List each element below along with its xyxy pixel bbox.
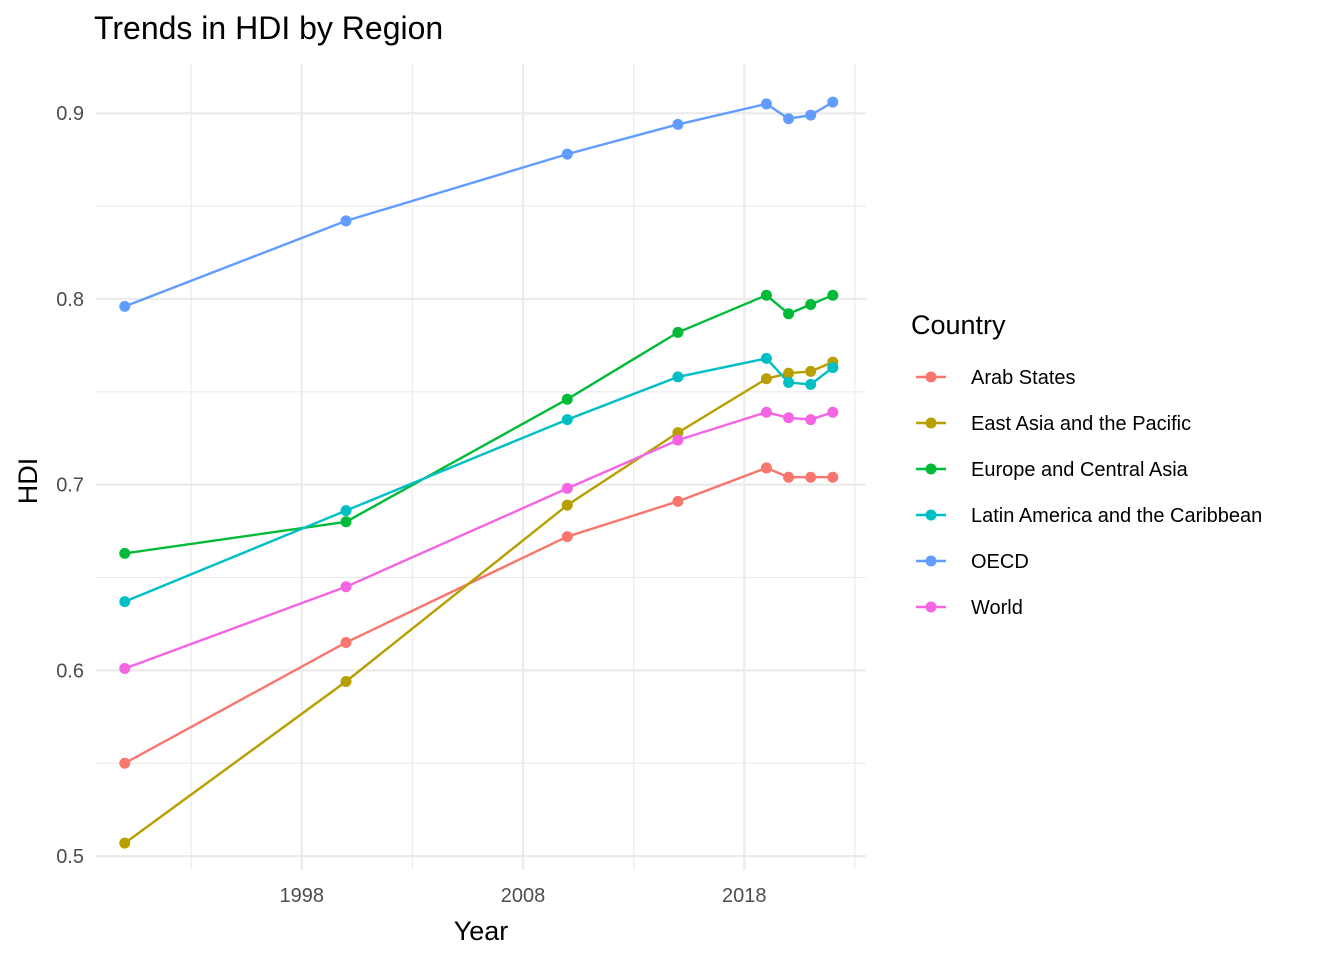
data-point-oecd [760,98,772,110]
data-point-oecd [805,109,817,121]
data-point-europe-and-central-asia [827,289,839,301]
data-point-europe-and-central-asia [783,308,795,320]
data-point-latin-america-and-the-caribbean [561,414,573,426]
series-line-east-asia-and-the-pacific [124,360,834,845]
data-point-arab-states [561,531,573,543]
data-point-latin-america-and-the-caribbean [760,352,772,364]
legend-label-east-asia-and-the-pacific: East Asia and the Pacific [971,413,1191,435]
data-point-arab-states [672,495,684,507]
data-point-world [561,482,573,494]
data-point-world [760,406,772,418]
grid [96,64,866,870]
data-point-world [783,412,795,424]
data-point-arab-states [760,462,772,474]
data-point-arab-states [827,471,839,483]
data-point-east-asia-and-the-pacific [783,367,795,379]
legend: Country Arab States East Asia and the Pac… [911,310,1262,619]
data-point-east-asia-and-the-pacific [760,373,772,385]
data-point-east-asia-and-the-pacific [805,365,817,377]
data-point-oecd [340,215,352,227]
chart-title: Trends in HDI by Region [94,10,443,46]
data-point-arab-states [340,637,352,648]
data-point-europe-and-central-asia [340,516,352,528]
y-axis-ticks: 0.5 0.6 0.7 0.8 0.9 [56,103,84,868]
data-point-world [340,581,352,593]
data-point-europe-and-central-asia [805,299,817,310]
legend-label-europe-and-central-asia: Europe and Central Asia [971,459,1189,481]
data-point-world [827,406,839,418]
data-point-arab-states [783,471,795,483]
data-point-oecd [783,113,795,125]
legend-key-world [916,601,946,613]
legend-key-arab-states [916,371,946,383]
data-point-east-asia-and-the-pacific [119,837,131,849]
data-point-east-asia-and-the-pacific [561,499,573,511]
legend-key-europe-and-central-asia [916,463,946,475]
legend-label-world: World [971,597,1023,619]
data-point-oecd [672,118,684,130]
data-point-world [119,663,131,674]
series-lines [124,101,834,845]
legend-title: Country [911,310,1006,340]
data-point-latin-america-and-the-caribbean [340,505,352,517]
data-point-europe-and-central-asia [561,393,573,405]
y-tick-label: 0.7 [56,475,84,497]
series-line-latin-america-and-the-caribbean [124,357,834,603]
data-point-world [805,414,817,426]
legend-key-east-asia-and-the-pacific [916,417,946,429]
data-point-world [672,434,684,446]
y-tick-label: 0.8 [56,289,84,311]
data-point-latin-america-and-the-caribbean [672,371,684,383]
x-tick-label: 2008 [501,885,546,907]
series-line-world [124,410,834,670]
y-axis-title: HDI [13,458,43,505]
x-axis-ticks: 1998 2008 2018 [280,885,767,907]
data-point-latin-america-and-the-caribbean [119,596,131,608]
data-point-east-asia-and-the-pacific [340,676,352,687]
series-line-oecd [124,101,834,308]
y-tick-label: 0.6 [56,660,84,682]
data-point-latin-america-and-the-caribbean [805,378,817,390]
x-axis-title: Year [454,916,509,946]
data-point-oecd [561,148,573,160]
data-point-arab-states [805,471,817,483]
data-point-arab-states [119,757,131,769]
data-point-latin-america-and-the-caribbean [783,377,795,388]
x-tick-label: 2018 [722,885,767,907]
y-tick-label: 0.9 [56,103,84,125]
legend-label-oecd: OECD [971,551,1029,573]
data-point-oecd [827,96,839,108]
series-line-arab-states [124,466,833,765]
series-points [119,96,839,849]
legend-label-arab-states: Arab States [971,367,1076,389]
data-point-europe-and-central-asia [672,326,684,338]
data-point-europe-and-central-asia [760,289,772,301]
data-point-europe-and-central-asia [119,547,131,559]
data-point-latin-america-and-the-caribbean [827,362,839,374]
x-tick-label: 1998 [280,885,325,907]
legend-key-latin-america-and-the-caribbean [916,509,946,521]
y-tick-label: 0.5 [56,846,84,868]
legend-key-oecd [916,555,946,567]
legend-label-latin-america-and-the-caribbean: Latin America and the Caribbean [971,505,1262,527]
data-point-oecd [119,300,131,312]
